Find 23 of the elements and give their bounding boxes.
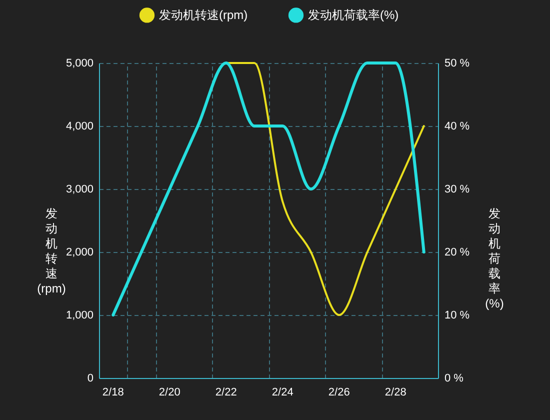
y2-axis-title: 发动机荷载率(%)	[485, 206, 504, 310]
line-series	[112, 62, 426, 316]
x-tick-label: 2/18	[102, 386, 124, 398]
x-tick-label: 2/24	[272, 386, 294, 398]
y-tick-label: 5,000	[66, 58, 94, 70]
x-tick-label: 2/26	[328, 386, 350, 398]
x-tick-label: 2/28	[384, 386, 406, 398]
y2-tick-label: 20 %	[444, 246, 470, 258]
y2-tick-label: 0 %	[444, 372, 464, 384]
legend-label: 发动机转速(rpm)	[159, 8, 248, 22]
legend-label: 发动机荷载率(%)	[308, 8, 399, 22]
y2-tick-label: 50 %	[444, 58, 470, 70]
y2-tick-label: 30 %	[444, 184, 470, 196]
y2-tick-label: 10 %	[444, 310, 470, 322]
y-tick-label: 3,000	[66, 184, 94, 196]
x-tick-label: 2/22	[215, 386, 237, 398]
y-tick-label: 2,000	[66, 246, 94, 258]
y-tick-label: 1,000	[66, 310, 94, 322]
x-tick-label: 2/20	[158, 386, 180, 398]
y-axis-title: 发动机转速(rpm)	[37, 206, 66, 296]
y-tick-label: 4,000	[66, 120, 94, 132]
y-tick-label: 0	[87, 372, 94, 384]
y2-tick-label: 40 %	[444, 120, 470, 132]
